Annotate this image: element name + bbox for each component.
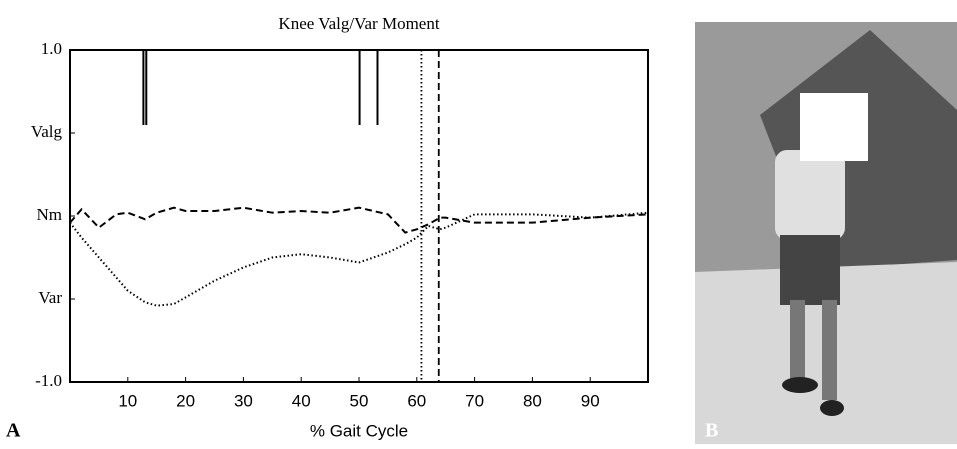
photo: B xyxy=(695,22,957,444)
photo-shoe xyxy=(782,377,818,393)
y-tick-label: Var xyxy=(38,288,62,307)
y-tick-label: Valg xyxy=(31,122,63,141)
photo-leg xyxy=(822,300,837,400)
y-tick-label: 1.0 xyxy=(41,39,62,58)
x-axis-label: % Gait Cycle xyxy=(310,421,408,440)
x-tick-label: 70 xyxy=(465,391,484,410)
x-tick-label: 10 xyxy=(118,391,137,410)
x-tick-label: 20 xyxy=(176,391,195,410)
panel-label: A xyxy=(6,420,21,442)
data-line xyxy=(69,206,649,234)
photo-leg xyxy=(790,300,805,380)
photo-shirt xyxy=(775,150,845,240)
photo-shoe xyxy=(820,400,844,416)
photo-shorts xyxy=(780,235,840,305)
chart-title: Knee Valg/Var Moment xyxy=(278,14,439,33)
x-tick-label: 40 xyxy=(292,391,311,410)
x-tick-label: 50 xyxy=(350,391,369,410)
x-tick-label: 60 xyxy=(407,391,426,410)
y-tick-label: Nm xyxy=(37,205,63,224)
y-tick-label: -1.0 xyxy=(35,371,62,390)
x-tick-label: 80 xyxy=(523,391,542,410)
photo-face-mask xyxy=(800,93,868,161)
x-tick-label: 30 xyxy=(234,391,253,410)
x-tick-label: 90 xyxy=(581,391,600,410)
panel-label: B xyxy=(705,420,718,442)
data-line xyxy=(69,211,649,307)
